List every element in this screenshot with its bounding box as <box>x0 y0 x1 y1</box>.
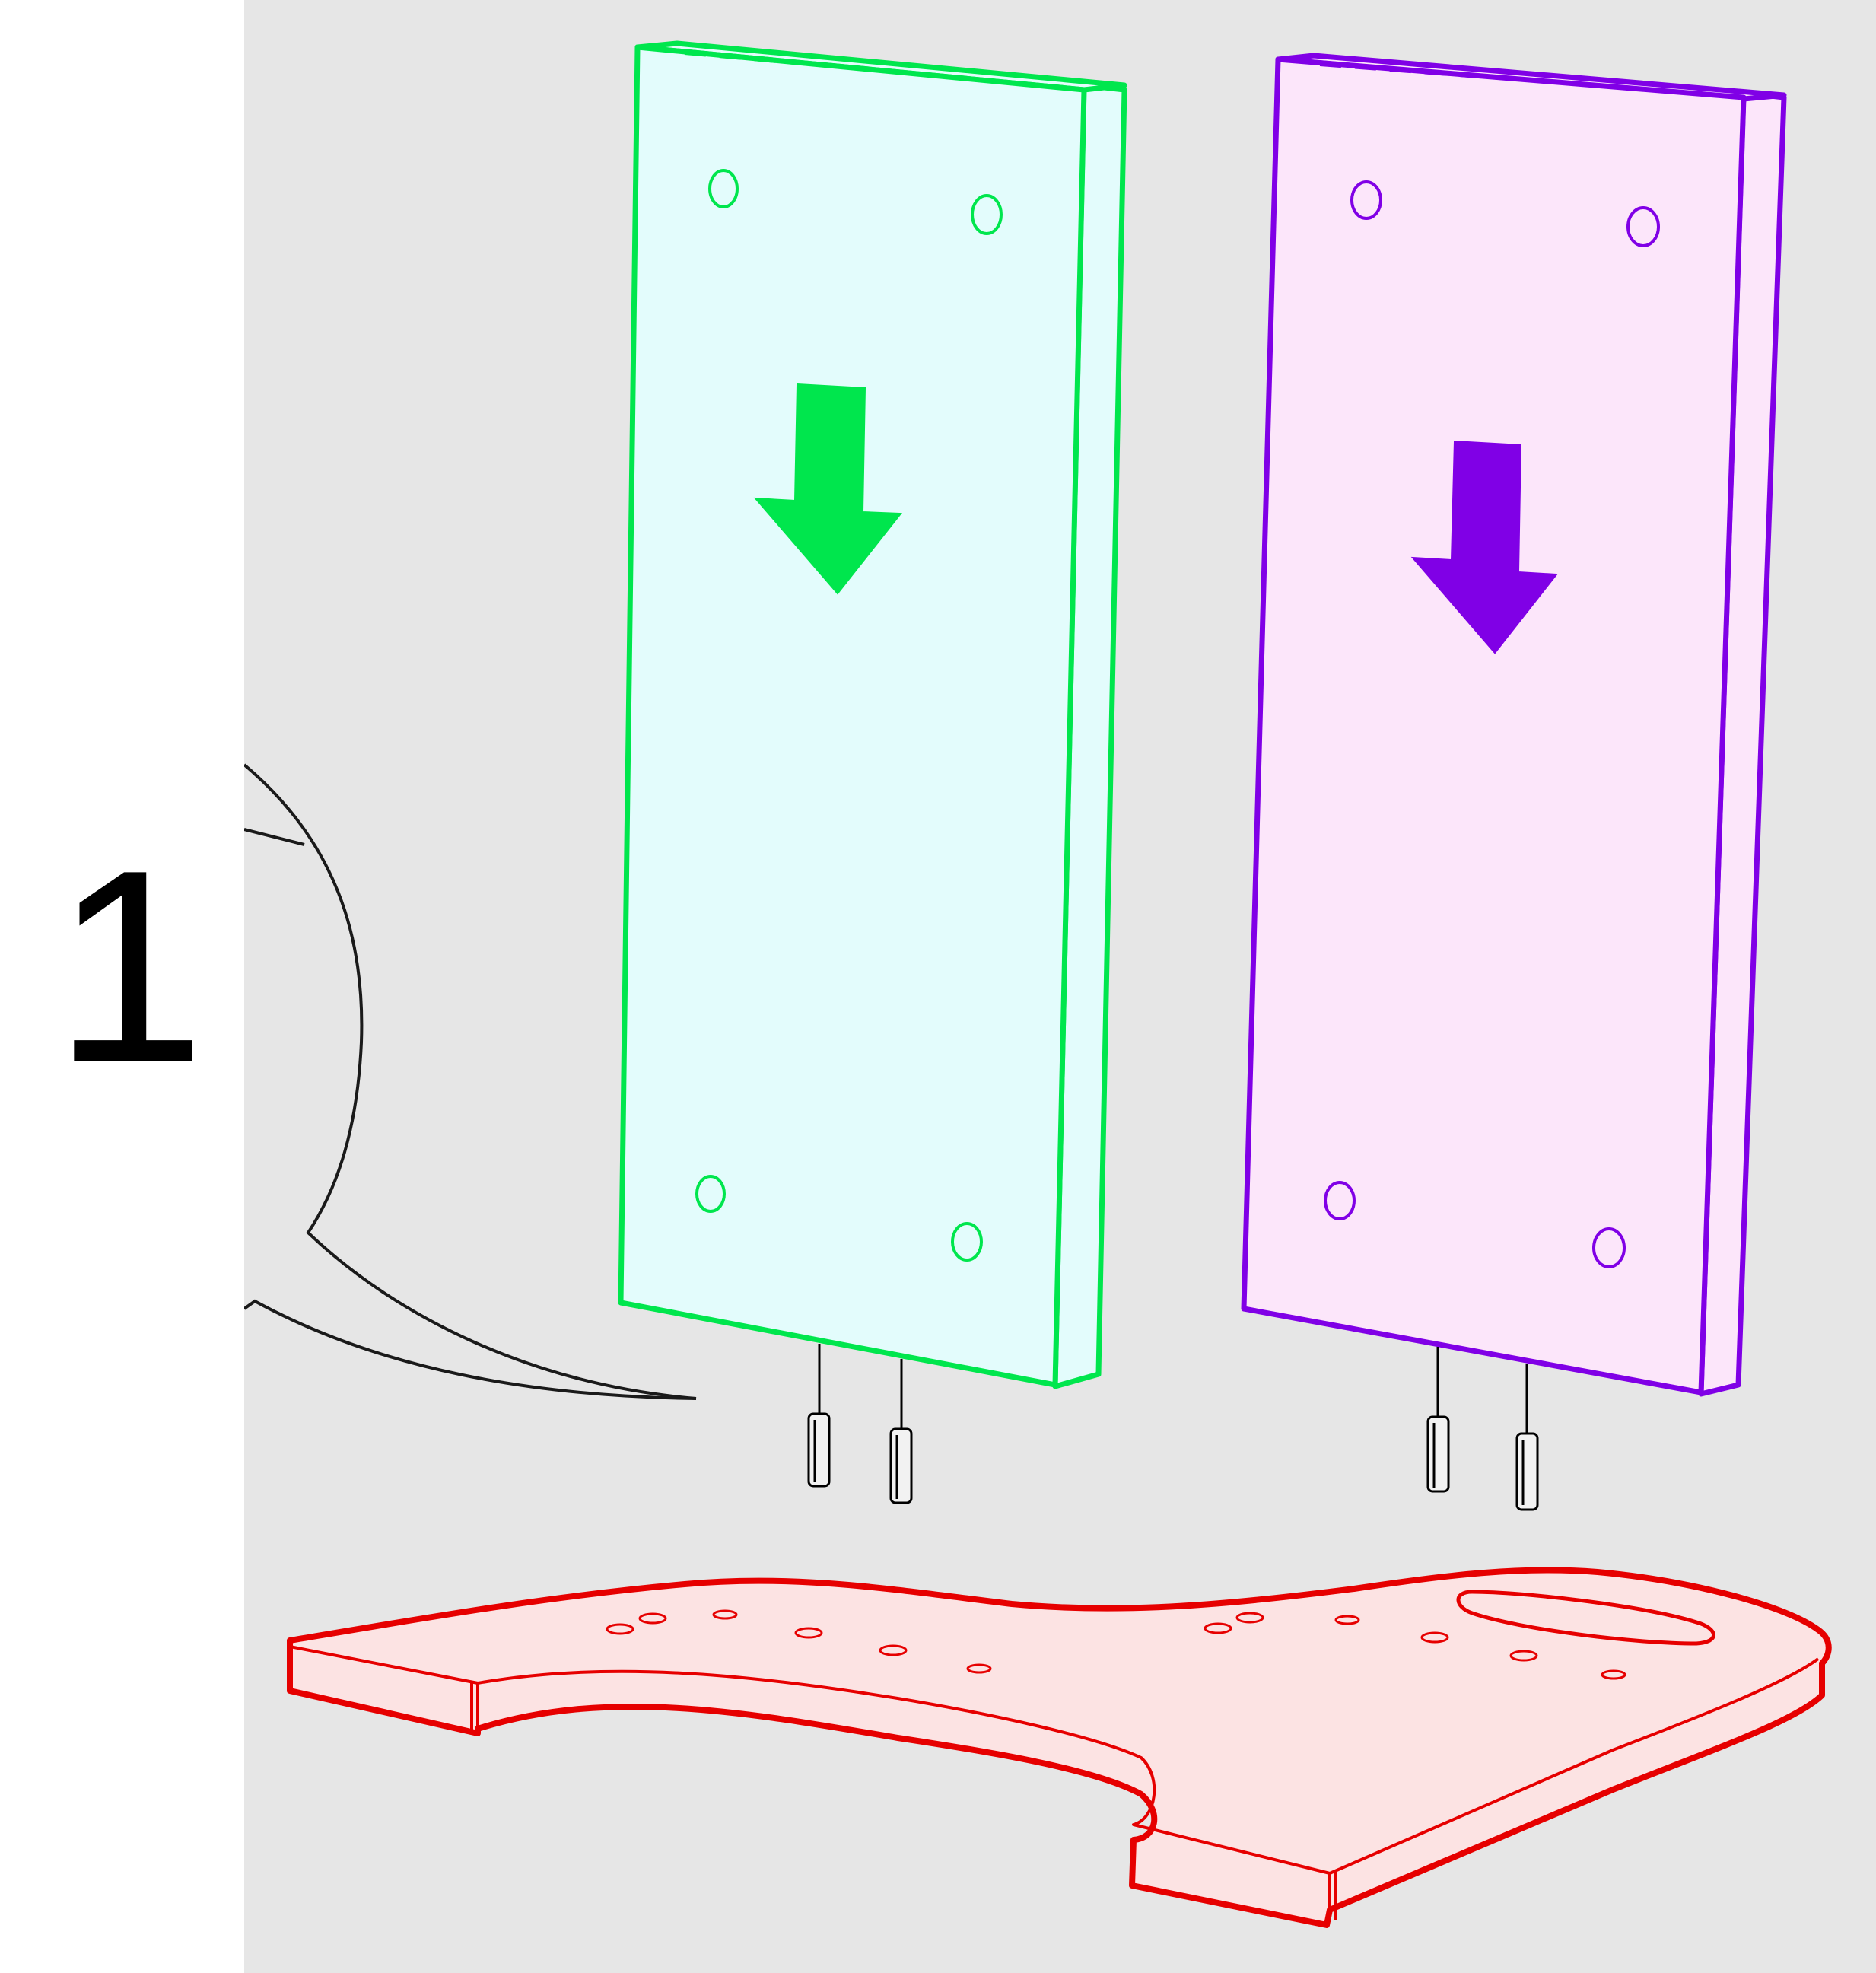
panel-holes-purple <box>1324 180 1660 1268</box>
wooden-dowel-group-left <box>807 1344 913 1504</box>
wooden-dowel <box>889 1427 913 1504</box>
step-number-column: 1 <box>0 0 244 1973</box>
detail-callout <box>244 763 697 1400</box>
wooden-dowel <box>807 1412 831 1488</box>
handle-slot <box>1456 1590 1715 1646</box>
arrow-down-icon <box>1410 440 1558 654</box>
wooden-dowel <box>1426 1415 1450 1493</box>
side-panel-green <box>618 40 1127 1389</box>
panel-holes-green <box>695 169 1003 1262</box>
base-board-red <box>287 1567 1832 1928</box>
wooden-dowel-group-right <box>1426 1347 1539 1511</box>
arrow-down-icon <box>753 383 903 595</box>
base-holes <box>606 1609 1626 1680</box>
step-number: 1 <box>52 813 206 1119</box>
side-panel-purple <box>1241 53 1787 1397</box>
wooden-dowel <box>1515 1432 1539 1511</box>
